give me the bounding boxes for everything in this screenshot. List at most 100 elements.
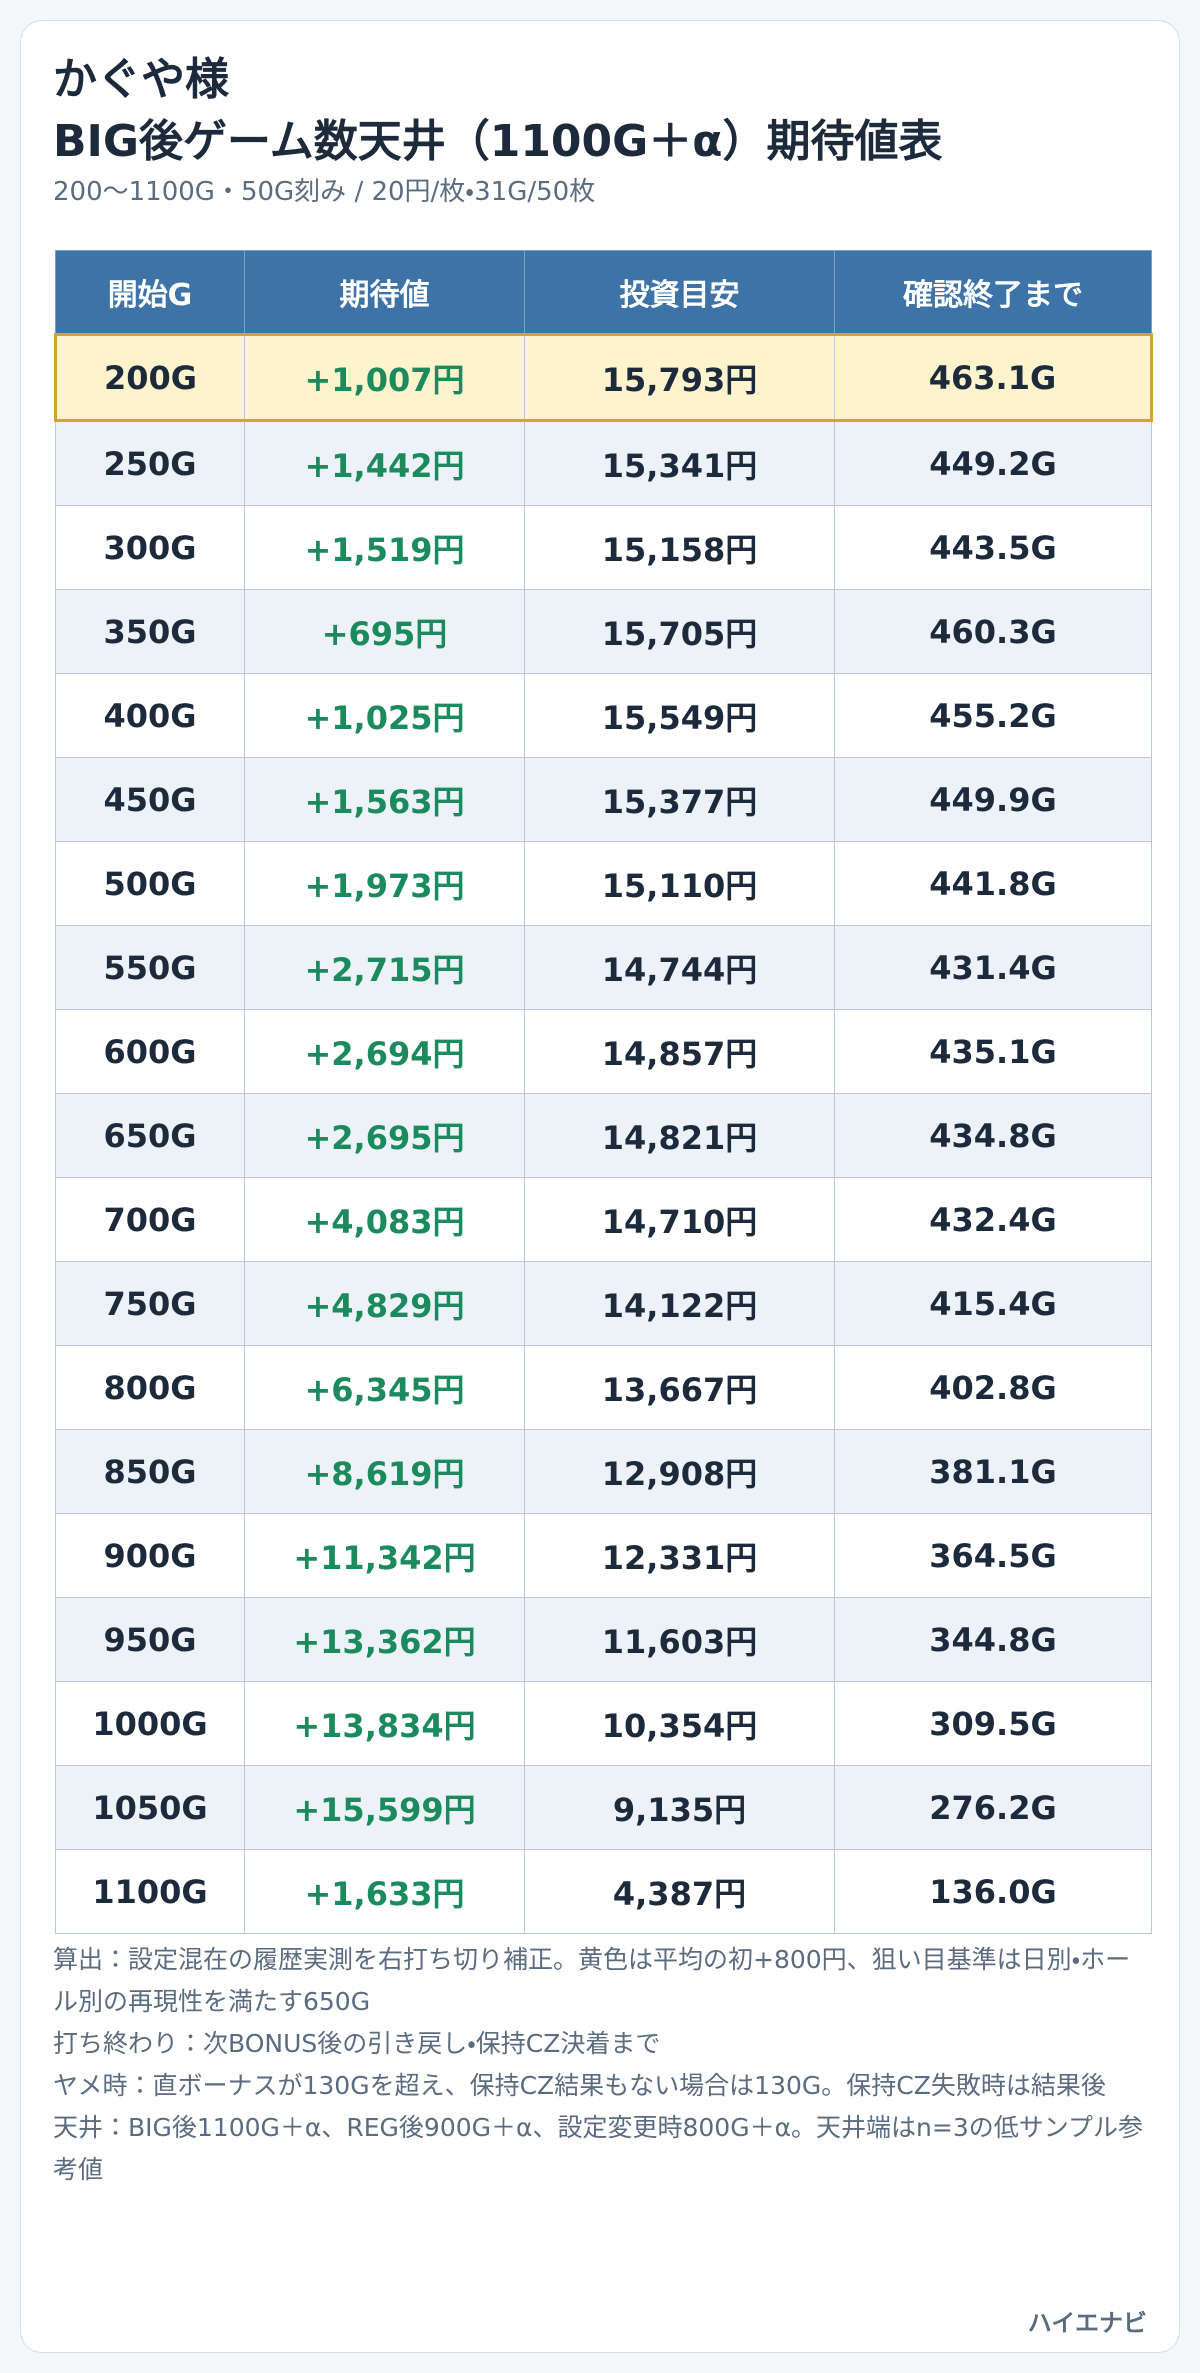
title: BIG後ゲーム数天井（1100G＋α）期待値表 <box>53 116 943 167</box>
table-cell: 434.8G <box>834 1093 1152 1178</box>
table-cell: 700G <box>55 1177 245 1262</box>
notes: 算出：設定混在の履歴実測を右打ち切り補正。黄色は平均の初+800円、狙い目基準は… <box>53 1939 1153 2191</box>
table-cell: 750G <box>55 1261 245 1346</box>
table-cell: 449.9G <box>834 757 1152 842</box>
table-cell: 9,135円 <box>524 1765 835 1850</box>
table-cell: 600G <box>55 1009 245 1094</box>
table-cell: 443.5G <box>834 505 1152 590</box>
table-cell: 276.2G <box>834 1765 1152 1850</box>
table-cell: 15,705円 <box>524 589 835 674</box>
table-cell: +4,083円 <box>244 1177 525 1262</box>
table-cell: 431.4G <box>834 925 1152 1010</box>
subtitle: 200〜1100G・50G刻み / 20円/枚・31G/50枚 <box>53 177 596 207</box>
column-header: 確認終了まで <box>834 250 1152 335</box>
table-cell: 14,744円 <box>524 925 835 1010</box>
column-header: 期待値 <box>244 250 525 335</box>
table-row: 850G +8,619円 12,908円 381.1G <box>55 1429 1152 1514</box>
table-cell: 15,793円 <box>524 333 835 422</box>
table-cell: 11,603円 <box>524 1597 835 1682</box>
table-cell: 15,110円 <box>524 841 835 926</box>
table-cell: +8,619円 <box>244 1429 525 1514</box>
table-cell: 460.3G <box>834 589 1152 674</box>
table-row: 650G +2,695円 14,821円 434.8G <box>55 1093 1152 1178</box>
table-cell: 15,158円 <box>524 505 835 590</box>
table-cell: +1,025円 <box>244 673 525 758</box>
table-cell: 136.0G <box>834 1849 1152 1934</box>
table-row: 550G +2,715円 14,744円 431.4G <box>55 925 1152 1010</box>
table: 開始G 期待値 投資目安 確認終了まで 200G +1,007円 15,793円 463.1… <box>54 250 1153 1934</box>
table-cell: +1,007円 <box>244 333 525 422</box>
table-row: 750G +4,829円 14,122円 415.4G <box>55 1261 1152 1346</box>
table-row: 700G +4,083円 14,710円 432.4G <box>55 1177 1152 1262</box>
table-cell: 364.5G <box>834 1513 1152 1598</box>
header-row: 開始G 期待値 投資目安 確認終了まで <box>55 250 1152 335</box>
table-cell: 435.1G <box>834 1009 1152 1094</box>
table-cell: 415.4G <box>834 1261 1152 1346</box>
table-row: 800G +6,345円 13,667円 402.8G <box>55 1345 1152 1430</box>
table-cell: 441.8G <box>834 841 1152 926</box>
table-cell: 200G <box>54 333 245 422</box>
table-cell: +13,834円 <box>244 1681 525 1766</box>
table-row: 1000G +13,834円 10,354円 309.5G <box>55 1681 1152 1766</box>
table-cell: 850G <box>55 1429 245 1514</box>
table-cell: 463.1G <box>834 333 1153 422</box>
table-cell: 900G <box>55 1513 245 1598</box>
table-row: 200G +1,007円 15,793円 463.1G <box>54 333 1153 422</box>
table-cell: +11,342円 <box>244 1513 525 1598</box>
table-cell: 15,549円 <box>524 673 835 758</box>
table-row: 450G +1,563円 15,377円 449.9G <box>55 757 1152 842</box>
note: 天井：BIG後1100G＋α、REG後900G＋α、設定変更時800G＋α。天井… <box>53 2113 1143 2184</box>
table-cell: +2,715円 <box>244 925 525 1010</box>
table-cell: 800G <box>55 1345 245 1430</box>
table-cell: 400G <box>55 673 245 758</box>
table-cell: 12,331円 <box>524 1513 835 1598</box>
table-cell: 650G <box>55 1093 245 1178</box>
table-cell: 550G <box>55 925 245 1010</box>
table-cell: 15,377円 <box>524 757 835 842</box>
footer: ハイエナビ <box>1027 2309 1147 2337</box>
table-cell: 300G <box>55 505 245 590</box>
table-cell: 13,667円 <box>524 1345 835 1430</box>
note: ヤメ時：直ボーナスが130Gを超え、保持CZ結果もない場合は130G。保持CZ失… <box>53 2071 1106 2100</box>
table-cell: 14,122円 <box>524 1261 835 1346</box>
table-cell: 449.2G <box>834 420 1152 506</box>
title: かぐや様 <box>53 54 229 105</box>
table-cell: 250G <box>55 420 245 506</box>
table-cell: +13,362円 <box>244 1597 525 1682</box>
table-cell: 450G <box>55 757 245 842</box>
table-row: 400G +1,025円 15,549円 455.2G <box>55 673 1152 758</box>
table-row: 1050G +15,599円 9,135円 276.2G <box>55 1765 1152 1850</box>
table-cell: +695円 <box>244 589 525 674</box>
table-cell: +15,599円 <box>244 1765 525 1850</box>
table-cell: 14,857円 <box>524 1009 835 1094</box>
table-row: 950G +13,362円 11,603円 344.8G <box>55 1597 1152 1682</box>
table-cell: 344.8G <box>834 1597 1152 1682</box>
table-row: 350G +695円 15,705円 460.3G <box>55 589 1152 674</box>
table-cell: +6,345円 <box>244 1345 525 1430</box>
table-cell: 432.4G <box>834 1177 1152 1262</box>
table-cell: 1050G <box>55 1765 245 1850</box>
column-header: 開始G <box>55 250 245 335</box>
table-cell: +1,442円 <box>244 420 525 506</box>
table-cell: 500G <box>55 841 245 926</box>
table-cell: 15,341円 <box>524 420 835 506</box>
column-header: 投資目安 <box>524 250 835 335</box>
table-cell: 1000G <box>55 1681 245 1766</box>
table-cell: +1,563円 <box>244 757 525 842</box>
card: かぐや様 BIG後ゲーム数天井（1100G＋α）期待値表 200〜1100G・5… <box>20 20 1180 2353</box>
table-cell: +1,519円 <box>244 505 525 590</box>
table-cell: 309.5G <box>834 1681 1152 1766</box>
table-row: 250G +1,442円 15,341円 449.2G <box>55 420 1152 506</box>
table-row: 600G +2,694円 14,857円 435.1G <box>55 1009 1152 1094</box>
note: 打ち終わり：次BONUS後の引き戻し・保持CZ決着まで <box>53 2029 661 2058</box>
table-cell: 455.2G <box>834 673 1152 758</box>
table-row: 900G +11,342円 12,331円 364.5G <box>55 1513 1152 1598</box>
table-cell: +2,694円 <box>244 1009 525 1094</box>
note: 算出：設定混在の履歴実測を右打ち切り補正。黄色は平均の初+800円、狙い目基準は… <box>53 1945 1131 2016</box>
table-cell: 381.1G <box>834 1429 1152 1514</box>
table-cell: +4,829円 <box>244 1261 525 1346</box>
table-cell: +2,695円 <box>244 1093 525 1178</box>
table-cell: 402.8G <box>834 1345 1152 1430</box>
table-row: 500G +1,973円 15,110円 441.8G <box>55 841 1152 926</box>
table-cell: +1,973円 <box>244 841 525 926</box>
